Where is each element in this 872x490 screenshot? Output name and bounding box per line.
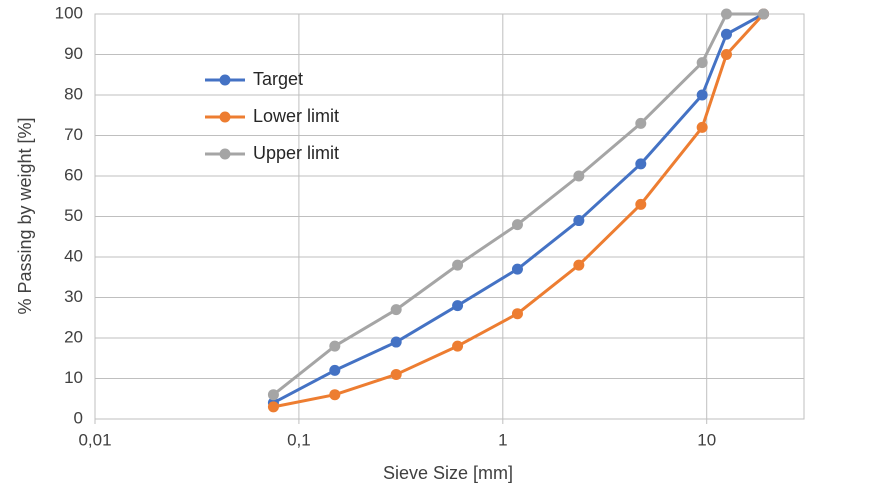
- y-tick-label: 60: [64, 165, 83, 184]
- data-point: [573, 170, 585, 182]
- legend-marker: [219, 111, 231, 123]
- y-tick-label: 40: [64, 246, 83, 265]
- data-point: [452, 340, 464, 352]
- data-point: [452, 259, 464, 271]
- y-tick-label: 50: [64, 206, 83, 225]
- data-point: [511, 219, 523, 231]
- data-point: [452, 300, 464, 312]
- y-tick-label: 70: [64, 125, 83, 144]
- data-point: [329, 389, 341, 401]
- legend-marker: [219, 74, 231, 86]
- x-axis-title: Sieve Size [mm]: [383, 463, 513, 483]
- x-tick-label: 0,01: [78, 430, 111, 449]
- data-point: [635, 158, 647, 170]
- legend-marker: [219, 148, 231, 160]
- data-point: [758, 8, 770, 20]
- data-point: [635, 117, 647, 129]
- y-tick-label: 30: [64, 287, 83, 306]
- legend-label: Upper limit: [253, 143, 339, 163]
- data-point: [720, 8, 732, 20]
- data-point: [696, 89, 708, 101]
- y-tick-label: 0: [74, 408, 83, 427]
- data-point: [329, 364, 341, 376]
- data-point: [696, 57, 708, 69]
- y-tick-label: 20: [64, 327, 83, 346]
- data-point: [329, 340, 341, 352]
- plot-frame: [94, 13, 805, 420]
- legend-label: Lower limit: [253, 106, 339, 126]
- legend-label: Target: [253, 69, 303, 89]
- x-tick-label: 0,1: [287, 430, 311, 449]
- data-point: [635, 198, 647, 210]
- data-point: [511, 263, 523, 275]
- data-point: [267, 389, 279, 401]
- data-point: [720, 28, 732, 40]
- data-point: [696, 121, 708, 133]
- data-point: [573, 259, 585, 271]
- data-point: [390, 336, 402, 348]
- y-axis-title: % Passing by weight [%]: [15, 117, 35, 314]
- data-point: [390, 368, 402, 380]
- data-point: [267, 401, 279, 413]
- x-tick-label: 1: [498, 430, 507, 449]
- x-tick-label: 10: [697, 430, 716, 449]
- y-tick-label: 80: [64, 84, 83, 103]
- series-line: [272, 12, 764, 396]
- data-point: [720, 49, 732, 60]
- data-point: [390, 304, 402, 316]
- y-tick-label: 100: [55, 3, 83, 22]
- series-line: [272, 12, 765, 405]
- y-tick-label: 10: [64, 368, 83, 387]
- y-tick-label: 90: [64, 44, 83, 63]
- data-point: [573, 215, 585, 227]
- data-point: [511, 308, 523, 320]
- series-line: [273, 12, 765, 409]
